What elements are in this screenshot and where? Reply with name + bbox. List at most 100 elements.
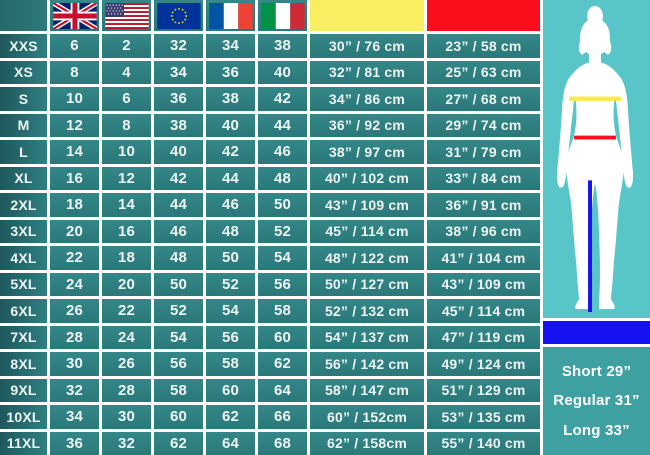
france-size-cell: 52 bbox=[206, 272, 255, 296]
uk-size-cell: 34 bbox=[50, 405, 99, 429]
italy-size-cell: 42 bbox=[258, 87, 307, 111]
waist-cell: 47” / 119 cm bbox=[427, 325, 540, 349]
size-row-label: 8XL bbox=[0, 352, 47, 376]
uk-size-cell: 22 bbox=[50, 246, 99, 270]
eu-size-cell: 46 bbox=[154, 219, 203, 243]
chest-cell: 36” / 92 cm bbox=[310, 113, 424, 137]
right-arm bbox=[612, 74, 634, 188]
italy-column-header bbox=[258, 0, 307, 31]
chest-cell: 45” / 114 cm bbox=[310, 219, 424, 243]
figure-panel bbox=[543, 0, 650, 318]
waist-cell: 29” / 74 cm bbox=[427, 113, 540, 137]
measurement-panel: Short 29” Regular 31” Long 33” bbox=[543, 0, 650, 455]
eu-size-cell: 50 bbox=[154, 272, 203, 296]
eu-size-cell: 40 bbox=[154, 140, 203, 164]
size-row-label: 6XL bbox=[0, 299, 47, 323]
size-row-label: 10XL bbox=[0, 405, 47, 429]
size-row-label: XL bbox=[0, 166, 47, 190]
italy-size-cell: 52 bbox=[258, 219, 307, 243]
eu-size-cell: 62 bbox=[154, 431, 203, 455]
left-arm bbox=[556, 74, 578, 188]
uk-size-cell: 36 bbox=[50, 431, 99, 455]
waist-cell: 43” / 109 cm bbox=[427, 272, 540, 296]
size-row-label: 5XL bbox=[0, 272, 47, 296]
waist-column-header-swatch bbox=[427, 0, 540, 31]
france-size-cell: 64 bbox=[206, 431, 255, 455]
uk-size-cell: 12 bbox=[50, 113, 99, 137]
italy-size-cell: 40 bbox=[258, 60, 307, 84]
eu-size-cell: 44 bbox=[154, 193, 203, 217]
us-flag-icon bbox=[104, 2, 149, 29]
france-column-header bbox=[206, 0, 255, 31]
waist-cell: 55” / 140 cm bbox=[427, 431, 540, 455]
size-row-label: 9XL bbox=[0, 378, 47, 402]
size-row-label: L bbox=[0, 140, 47, 164]
chest-cell: 60” / 152cm bbox=[310, 405, 424, 429]
waist-cell: 45” / 114 cm bbox=[427, 299, 540, 323]
italy-size-cell: 44 bbox=[258, 113, 307, 137]
torso-legs bbox=[566, 61, 624, 310]
uk-size-cell: 30 bbox=[50, 352, 99, 376]
italy-size-cell: 64 bbox=[258, 378, 307, 402]
eu-size-cell: 34 bbox=[154, 60, 203, 84]
uk-size-cell: 14 bbox=[50, 140, 99, 164]
uk-size-cell: 18 bbox=[50, 193, 99, 217]
france-size-cell: 34 bbox=[206, 34, 255, 58]
italy-size-cell: 68 bbox=[258, 431, 307, 455]
france-size-cell: 40 bbox=[206, 113, 255, 137]
france-size-cell: 62 bbox=[206, 405, 255, 429]
uk-size-cell: 28 bbox=[50, 325, 99, 349]
chest-cell: 43” / 109 cm bbox=[310, 193, 424, 217]
body-silhouette bbox=[556, 5, 634, 313]
eu-size-cell: 60 bbox=[154, 405, 203, 429]
size-row-label: 2XL bbox=[0, 193, 47, 217]
us-size-cell: 22 bbox=[102, 299, 151, 323]
france-size-cell: 44 bbox=[206, 166, 255, 190]
waist-cell: 27” / 68 cm bbox=[427, 87, 540, 111]
italy-size-cell: 50 bbox=[258, 193, 307, 217]
eu-size-cell: 36 bbox=[154, 87, 203, 111]
size-row-label: XS bbox=[0, 60, 47, 84]
size-row-label: 3XL bbox=[0, 219, 47, 243]
size-row-label: 7XL bbox=[0, 325, 47, 349]
eu-flag-icon bbox=[156, 2, 201, 29]
france-size-cell: 50 bbox=[206, 246, 255, 270]
france-size-cell: 36 bbox=[206, 60, 255, 84]
waist-cell: 33” / 84 cm bbox=[427, 166, 540, 190]
chest-column-header-swatch bbox=[310, 0, 424, 31]
waist-cell: 49” / 124 cm bbox=[427, 352, 540, 376]
chest-cell: 54” / 137 cm bbox=[310, 325, 424, 349]
eu-size-cell: 52 bbox=[154, 299, 203, 323]
italy-size-cell: 54 bbox=[258, 246, 307, 270]
eu-size-cell: 56 bbox=[154, 352, 203, 376]
uk-column-header bbox=[50, 0, 99, 31]
eu-size-cell: 32 bbox=[154, 34, 203, 58]
chest-cell: 58” / 147 cm bbox=[310, 378, 424, 402]
uk-size-cell: 20 bbox=[50, 219, 99, 243]
size-row-label: 11XL bbox=[0, 431, 47, 455]
italy-size-cell: 38 bbox=[258, 34, 307, 58]
waist-cell: 38” / 96 cm bbox=[427, 219, 540, 243]
eu-size-cell: 42 bbox=[154, 166, 203, 190]
france-size-cell: 42 bbox=[206, 140, 255, 164]
chest-cell: 34” / 86 cm bbox=[310, 87, 424, 111]
us-size-cell: 28 bbox=[102, 378, 151, 402]
italy-flag-icon bbox=[260, 2, 305, 29]
leg-length-regular: Regular 31” bbox=[553, 392, 640, 410]
uk-size-cell: 6 bbox=[50, 34, 99, 58]
waist-cell: 41” / 104 cm bbox=[427, 246, 540, 270]
eu-size-cell: 48 bbox=[154, 246, 203, 270]
italy-size-cell: 48 bbox=[258, 166, 307, 190]
us-size-cell: 20 bbox=[102, 272, 151, 296]
chest-cell: 62” / 158cm bbox=[310, 431, 424, 455]
chest-cell: 50” / 127 cm bbox=[310, 272, 424, 296]
chest-cell: 38” / 97 cm bbox=[310, 140, 424, 164]
france-size-cell: 46 bbox=[206, 193, 255, 217]
eu-size-cell: 58 bbox=[154, 378, 203, 402]
france-size-cell: 56 bbox=[206, 325, 255, 349]
us-size-cell: 2 bbox=[102, 34, 151, 58]
eu-size-cell: 38 bbox=[154, 113, 203, 137]
france-size-cell: 58 bbox=[206, 352, 255, 376]
uk-size-cell: 8 bbox=[50, 60, 99, 84]
waist-cell: 36” / 91 cm bbox=[427, 193, 540, 217]
